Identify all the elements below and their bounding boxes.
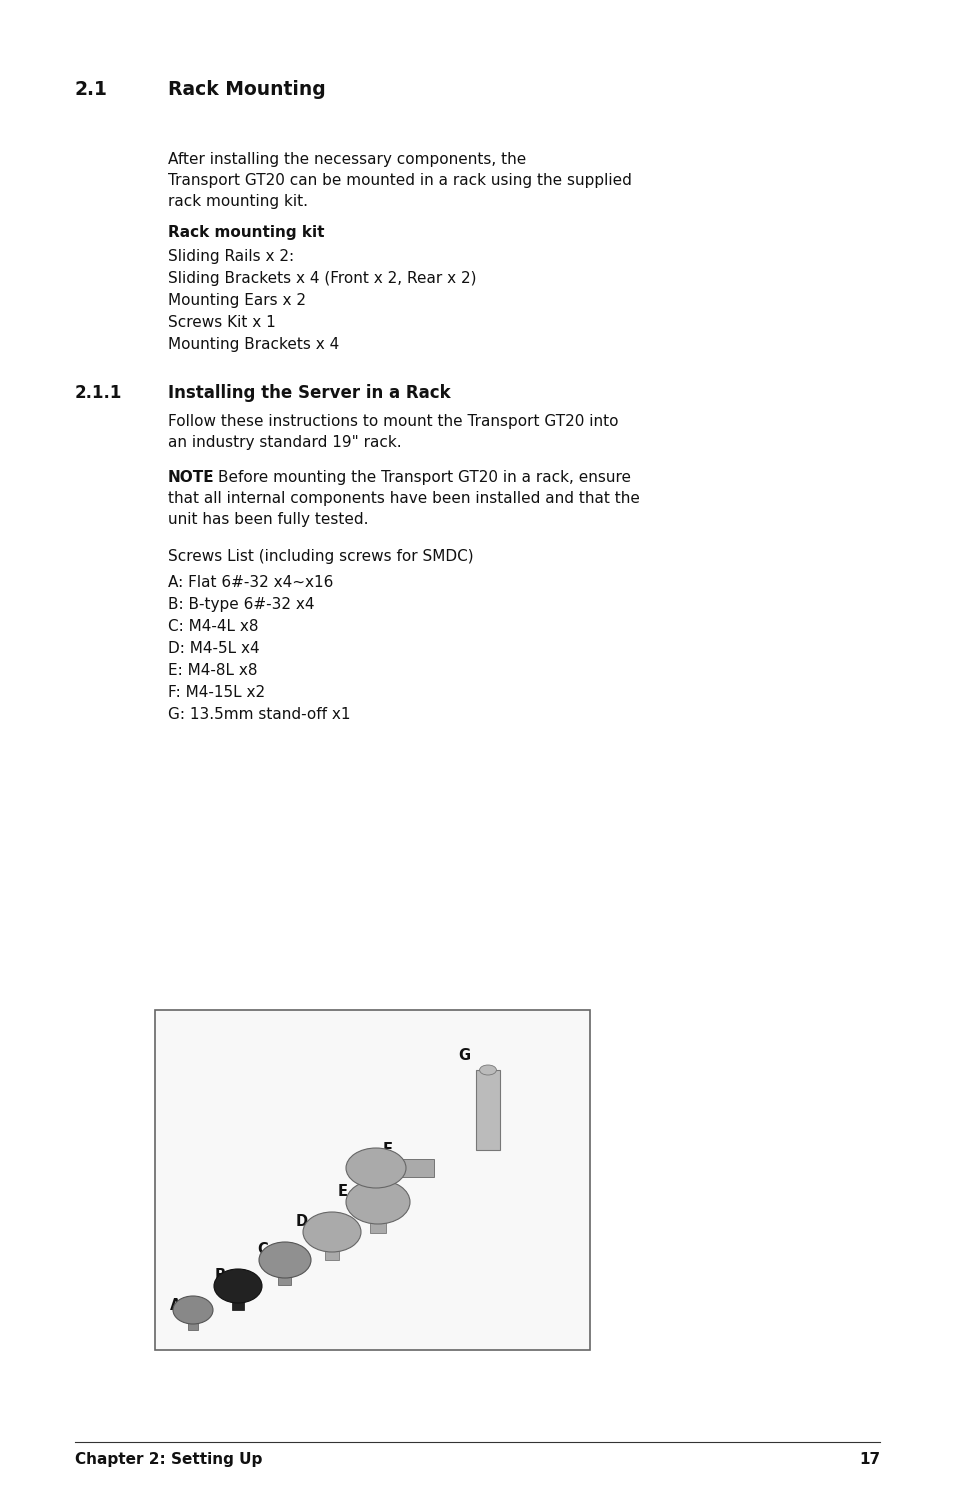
Text: Screws List (including screws for SMDC): Screws List (including screws for SMDC)	[168, 548, 473, 565]
Text: : Before mounting the Transport GT20 in a rack, ensure: : Before mounting the Transport GT20 in …	[208, 471, 630, 486]
Bar	[375, 1159, 434, 1177]
Text: Mounting Brackets x 4: Mounting Brackets x 4	[168, 338, 339, 353]
Bar	[370, 1203, 386, 1233]
Text: Rack Mounting: Rack Mounting	[168, 81, 325, 99]
Text: G: 13.5mm stand-off x1: G: 13.5mm stand-off x1	[168, 707, 350, 722]
Text: Rack mounting kit: Rack mounting kit	[168, 226, 324, 241]
Text: 2.1: 2.1	[75, 81, 108, 99]
Text: Follow these instructions to mount the Transport GT20 into: Follow these instructions to mount the T…	[168, 414, 618, 429]
Text: an industry standard 19" rack.: an industry standard 19" rack.	[168, 435, 401, 450]
Bar	[188, 1310, 198, 1330]
Text: Screws Kit x 1: Screws Kit x 1	[168, 315, 275, 330]
Text: G: G	[457, 1047, 470, 1064]
Text: E: E	[337, 1185, 348, 1200]
Text: A: Flat 6#-32 x4~x16: A: Flat 6#-32 x4~x16	[168, 575, 333, 590]
Ellipse shape	[346, 1180, 410, 1224]
Text: A: A	[170, 1298, 181, 1313]
Text: C: M4-4L x8: C: M4-4L x8	[168, 619, 258, 633]
Bar	[476, 1070, 499, 1150]
Text: B: B	[214, 1268, 226, 1283]
Text: 2.1.1: 2.1.1	[75, 384, 122, 402]
Text: Installing the Server in a Rack: Installing the Server in a Rack	[168, 384, 450, 402]
Text: NOTE: NOTE	[168, 471, 214, 486]
Text: C: C	[256, 1242, 268, 1256]
Text: rack mounting kit.: rack mounting kit.	[168, 194, 308, 209]
Text: Chapter 2: Setting Up: Chapter 2: Setting Up	[75, 1452, 262, 1467]
Ellipse shape	[346, 1147, 406, 1188]
Text: D: D	[295, 1215, 308, 1230]
Text: 17: 17	[858, 1452, 879, 1467]
Ellipse shape	[258, 1242, 311, 1277]
Text: Sliding Brackets x 4 (Front x 2, Rear x 2): Sliding Brackets x 4 (Front x 2, Rear x …	[168, 270, 476, 285]
Text: Mounting Ears x 2: Mounting Ears x 2	[168, 293, 306, 308]
Bar	[232, 1286, 244, 1310]
Text: unit has been fully tested.: unit has been fully tested.	[168, 512, 368, 527]
Text: D: M4-5L x4: D: M4-5L x4	[168, 641, 259, 656]
Bar	[278, 1259, 292, 1285]
Text: F: F	[382, 1141, 393, 1156]
Text: E: M4-8L x8: E: M4-8L x8	[168, 663, 257, 678]
Text: that all internal components have been installed and that the: that all internal components have been i…	[168, 492, 639, 506]
Ellipse shape	[303, 1212, 360, 1252]
Text: F: M4-15L x2: F: M4-15L x2	[168, 686, 265, 701]
Bar	[324, 1233, 339, 1259]
Ellipse shape	[479, 1065, 496, 1076]
Ellipse shape	[172, 1295, 213, 1324]
Bar	[154, 1010, 589, 1351]
Ellipse shape	[213, 1268, 262, 1303]
Text: After installing the necessary components, the: After installing the necessary component…	[168, 152, 526, 167]
Text: Sliding Rails x 2:: Sliding Rails x 2:	[168, 249, 294, 264]
Text: B: B-type 6#-32 x4: B: B-type 6#-32 x4	[168, 598, 314, 613]
Text: Transport GT20 can be mounted in a rack using the supplied: Transport GT20 can be mounted in a rack …	[168, 173, 631, 188]
